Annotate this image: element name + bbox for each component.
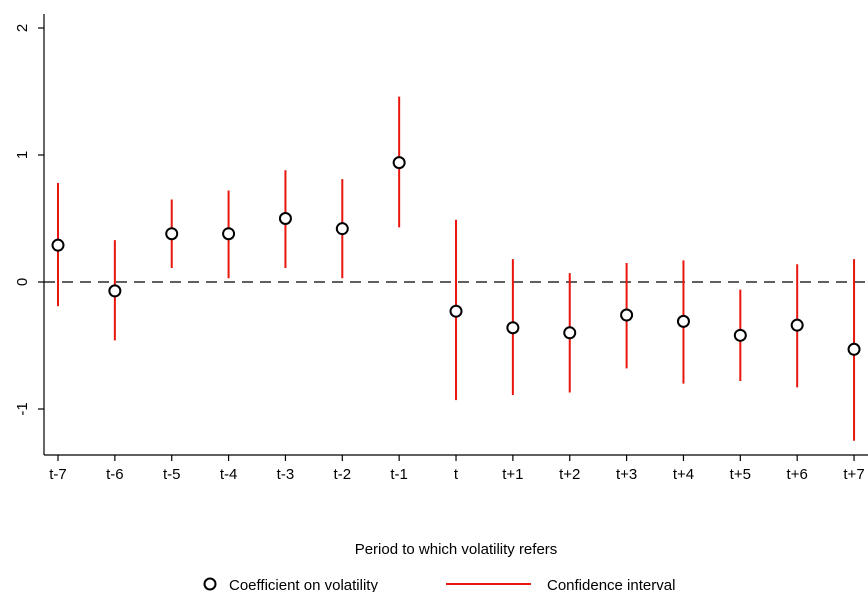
x-tick-label: t-1 (390, 466, 408, 483)
coefficient-point (278, 212, 292, 225)
legend-label-interval: Confidence interval (547, 577, 675, 592)
confidence-intervals (57, 96, 856, 441)
coefficient-point (847, 342, 861, 356)
coefficient-point (51, 238, 65, 252)
coefficient-point (620, 308, 634, 322)
x-tick-label: t+6 (787, 466, 808, 483)
coefficient-point (392, 156, 406, 170)
x-tick-label: t-5 (163, 466, 181, 483)
x-tick-label: t-6 (106, 466, 124, 483)
x-tick-label: t-4 (220, 466, 238, 483)
coefficient-point (733, 328, 747, 342)
legend: Coefficient on volatility Confidence int… (203, 577, 675, 592)
y-tick-label: -1 (14, 402, 31, 415)
x-axis-title: Period to which volatility refers (355, 541, 558, 558)
y-tick-label: 2 (14, 24, 31, 32)
coefficient-point (108, 284, 122, 298)
x-tick-label: t-7 (49, 466, 67, 483)
x-tick-label: t-2 (334, 466, 352, 483)
x-tick-label: t+3 (616, 466, 637, 483)
coefficient-point (790, 318, 804, 332)
y-tick-label: 1 (14, 151, 31, 159)
coefficient-point (506, 321, 520, 335)
coefficient-points (51, 156, 861, 356)
y-axis: -1 0 1 2 (14, 14, 45, 455)
coefficient-point (449, 304, 463, 318)
coefficient-point (222, 227, 236, 241)
x-tick-label: t+4 (673, 466, 694, 483)
x-axis: t-7 t-6 t-5 t-4 t-3 t-2 t-1 t t+1 t+2 t+3 t+4 t+5 t+6… (44, 454, 868, 483)
x-tick-label: t-3 (277, 466, 295, 483)
coefficient-point (563, 326, 577, 340)
x-tick-label: t (454, 466, 459, 483)
x-tick-label: t+7 (843, 466, 864, 483)
x-tick-label: t+1 (502, 466, 523, 483)
coefficient-point (335, 222, 349, 236)
coefficient-point (165, 227, 179, 241)
x-tick-label: t+5 (730, 466, 751, 483)
y-tick-label: 0 (14, 278, 31, 286)
x-tick-label: t+2 (559, 466, 580, 483)
legend-label-coefficient: Coefficient on volatility (229, 577, 378, 592)
coefficient-point (676, 314, 690, 328)
legend-marker-coefficient (203, 577, 217, 591)
